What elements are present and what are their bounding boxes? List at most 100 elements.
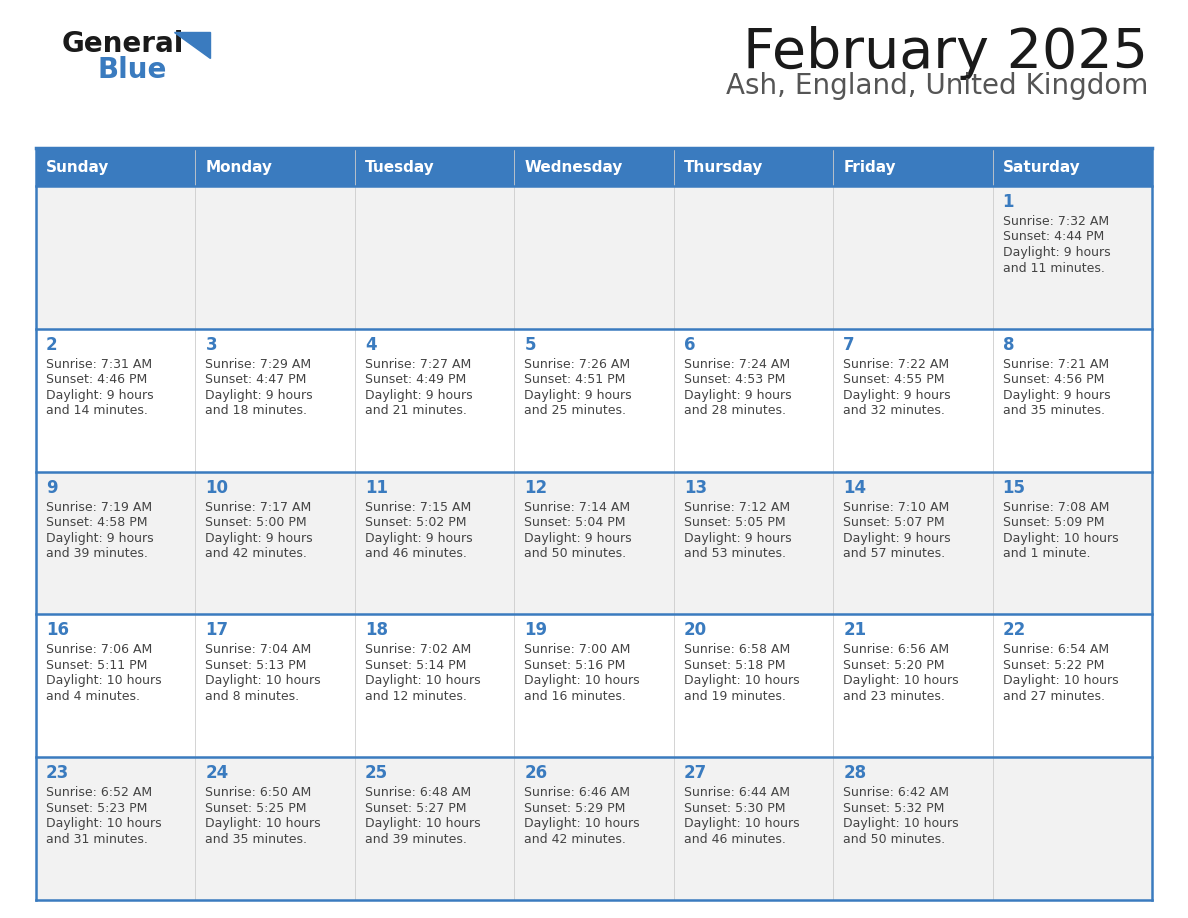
Text: and 57 minutes.: and 57 minutes. bbox=[843, 547, 946, 560]
Text: Daylight: 9 hours: Daylight: 9 hours bbox=[206, 532, 314, 544]
Text: Daylight: 10 hours: Daylight: 10 hours bbox=[524, 817, 640, 830]
Text: Sunrise: 7:29 AM: Sunrise: 7:29 AM bbox=[206, 358, 311, 371]
Text: Monday: Monday bbox=[206, 160, 272, 175]
Text: Daylight: 10 hours: Daylight: 10 hours bbox=[684, 817, 800, 830]
Text: Daylight: 10 hours: Daylight: 10 hours bbox=[365, 817, 480, 830]
Text: 18: 18 bbox=[365, 621, 387, 640]
Text: Daylight: 9 hours: Daylight: 9 hours bbox=[46, 389, 153, 402]
Text: Ash, England, United Kingdom: Ash, England, United Kingdom bbox=[726, 72, 1148, 100]
Text: Daylight: 9 hours: Daylight: 9 hours bbox=[684, 389, 791, 402]
Text: Sunset: 4:51 PM: Sunset: 4:51 PM bbox=[524, 374, 626, 386]
Text: Daylight: 10 hours: Daylight: 10 hours bbox=[524, 675, 640, 688]
Text: and 46 minutes.: and 46 minutes. bbox=[365, 547, 467, 560]
Text: 11: 11 bbox=[365, 478, 387, 497]
Text: Daylight: 10 hours: Daylight: 10 hours bbox=[206, 817, 321, 830]
Text: Sunrise: 7:02 AM: Sunrise: 7:02 AM bbox=[365, 644, 472, 656]
Polygon shape bbox=[173, 32, 210, 58]
Text: Sunset: 5:16 PM: Sunset: 5:16 PM bbox=[524, 659, 626, 672]
Text: Sunset: 5:18 PM: Sunset: 5:18 PM bbox=[684, 659, 785, 672]
Text: Sunrise: 7:24 AM: Sunrise: 7:24 AM bbox=[684, 358, 790, 371]
Text: Sunset: 4:49 PM: Sunset: 4:49 PM bbox=[365, 374, 466, 386]
Text: Daylight: 10 hours: Daylight: 10 hours bbox=[843, 675, 959, 688]
Text: 20: 20 bbox=[684, 621, 707, 640]
Text: Sunrise: 7:08 AM: Sunrise: 7:08 AM bbox=[1003, 500, 1108, 513]
Text: Saturday: Saturday bbox=[1003, 160, 1080, 175]
Text: 25: 25 bbox=[365, 764, 388, 782]
Text: Sunset: 5:05 PM: Sunset: 5:05 PM bbox=[684, 516, 785, 529]
Text: Daylight: 10 hours: Daylight: 10 hours bbox=[1003, 532, 1118, 544]
Text: 10: 10 bbox=[206, 478, 228, 497]
Text: Sunset: 5:23 PM: Sunset: 5:23 PM bbox=[46, 801, 147, 814]
Text: and 46 minutes.: and 46 minutes. bbox=[684, 833, 785, 845]
Text: and 4 minutes.: and 4 minutes. bbox=[46, 690, 140, 703]
Text: Sunset: 5:14 PM: Sunset: 5:14 PM bbox=[365, 659, 466, 672]
Bar bbox=[36, 757, 1152, 900]
Text: 3: 3 bbox=[206, 336, 217, 353]
Text: Sunrise: 6:52 AM: Sunrise: 6:52 AM bbox=[46, 786, 152, 800]
Text: 5: 5 bbox=[524, 336, 536, 353]
Text: Daylight: 9 hours: Daylight: 9 hours bbox=[843, 532, 950, 544]
Text: Sunrise: 7:32 AM: Sunrise: 7:32 AM bbox=[1003, 215, 1108, 228]
Text: Sunset: 4:53 PM: Sunset: 4:53 PM bbox=[684, 374, 785, 386]
Text: Sunrise: 7:21 AM: Sunrise: 7:21 AM bbox=[1003, 358, 1108, 371]
Text: Sunset: 5:00 PM: Sunset: 5:00 PM bbox=[206, 516, 307, 529]
Text: Sunset: 5:02 PM: Sunset: 5:02 PM bbox=[365, 516, 467, 529]
Text: Sunset: 5:07 PM: Sunset: 5:07 PM bbox=[843, 516, 944, 529]
Text: 2: 2 bbox=[46, 336, 58, 353]
Text: Sunset: 4:55 PM: Sunset: 4:55 PM bbox=[843, 374, 944, 386]
Text: and 8 minutes.: and 8 minutes. bbox=[206, 690, 299, 703]
Text: Daylight: 10 hours: Daylight: 10 hours bbox=[1003, 675, 1118, 688]
Bar bbox=[36, 472, 1152, 614]
Text: and 35 minutes.: and 35 minutes. bbox=[206, 833, 308, 845]
Text: 8: 8 bbox=[1003, 336, 1015, 353]
Text: Daylight: 10 hours: Daylight: 10 hours bbox=[46, 675, 162, 688]
Text: and 21 minutes.: and 21 minutes. bbox=[365, 404, 467, 418]
Text: and 42 minutes.: and 42 minutes. bbox=[524, 833, 626, 845]
Text: Sunrise: 6:54 AM: Sunrise: 6:54 AM bbox=[1003, 644, 1108, 656]
Text: Daylight: 10 hours: Daylight: 10 hours bbox=[46, 817, 162, 830]
Text: 12: 12 bbox=[524, 478, 548, 497]
Text: Sunrise: 7:22 AM: Sunrise: 7:22 AM bbox=[843, 358, 949, 371]
Text: Daylight: 10 hours: Daylight: 10 hours bbox=[206, 675, 321, 688]
Text: 16: 16 bbox=[46, 621, 69, 640]
Text: 14: 14 bbox=[843, 478, 866, 497]
Text: Sunset: 4:58 PM: Sunset: 4:58 PM bbox=[46, 516, 147, 529]
Text: Tuesday: Tuesday bbox=[365, 160, 435, 175]
Text: 9: 9 bbox=[46, 478, 58, 497]
Text: Sunday: Sunday bbox=[46, 160, 109, 175]
Text: and 14 minutes.: and 14 minutes. bbox=[46, 404, 147, 418]
Text: Sunset: 5:27 PM: Sunset: 5:27 PM bbox=[365, 801, 467, 814]
Text: Sunrise: 7:17 AM: Sunrise: 7:17 AM bbox=[206, 500, 311, 513]
Text: Sunset: 4:44 PM: Sunset: 4:44 PM bbox=[1003, 230, 1104, 243]
Text: Friday: Friday bbox=[843, 160, 896, 175]
Text: Sunset: 5:30 PM: Sunset: 5:30 PM bbox=[684, 801, 785, 814]
Text: Sunset: 4:56 PM: Sunset: 4:56 PM bbox=[1003, 374, 1104, 386]
Text: Sunrise: 7:14 AM: Sunrise: 7:14 AM bbox=[524, 500, 631, 513]
Text: Daylight: 9 hours: Daylight: 9 hours bbox=[206, 389, 314, 402]
Text: Sunset: 5:11 PM: Sunset: 5:11 PM bbox=[46, 659, 147, 672]
Text: 27: 27 bbox=[684, 764, 707, 782]
Bar bbox=[36, 329, 1152, 472]
Text: Sunrise: 7:27 AM: Sunrise: 7:27 AM bbox=[365, 358, 472, 371]
Text: and 39 minutes.: and 39 minutes. bbox=[46, 547, 147, 560]
Text: and 25 minutes.: and 25 minutes. bbox=[524, 404, 626, 418]
Text: and 23 minutes.: and 23 minutes. bbox=[843, 690, 944, 703]
Text: 28: 28 bbox=[843, 764, 866, 782]
Text: and 19 minutes.: and 19 minutes. bbox=[684, 690, 785, 703]
Text: Sunrise: 6:50 AM: Sunrise: 6:50 AM bbox=[206, 786, 311, 800]
Text: 4: 4 bbox=[365, 336, 377, 353]
Text: and 31 minutes.: and 31 minutes. bbox=[46, 833, 147, 845]
Text: 13: 13 bbox=[684, 478, 707, 497]
Text: Daylight: 9 hours: Daylight: 9 hours bbox=[46, 532, 153, 544]
Text: and 27 minutes.: and 27 minutes. bbox=[1003, 690, 1105, 703]
Text: Daylight: 9 hours: Daylight: 9 hours bbox=[684, 532, 791, 544]
Text: Sunset: 5:29 PM: Sunset: 5:29 PM bbox=[524, 801, 626, 814]
Text: and 39 minutes.: and 39 minutes. bbox=[365, 833, 467, 845]
Text: 15: 15 bbox=[1003, 478, 1025, 497]
Text: Sunset: 5:22 PM: Sunset: 5:22 PM bbox=[1003, 659, 1104, 672]
Text: Sunrise: 6:42 AM: Sunrise: 6:42 AM bbox=[843, 786, 949, 800]
Text: Daylight: 10 hours: Daylight: 10 hours bbox=[843, 817, 959, 830]
Text: and 42 minutes.: and 42 minutes. bbox=[206, 547, 308, 560]
Text: Daylight: 10 hours: Daylight: 10 hours bbox=[365, 675, 480, 688]
Text: General: General bbox=[62, 30, 184, 58]
